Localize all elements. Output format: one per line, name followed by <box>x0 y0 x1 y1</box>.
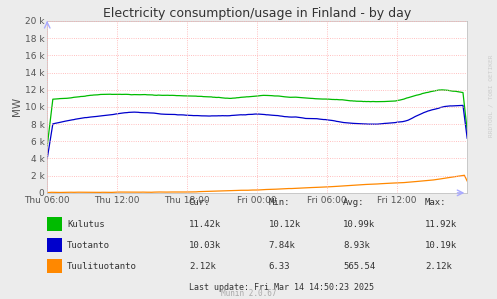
Text: 6.33: 6.33 <box>268 262 290 271</box>
Text: Tuulituotanto: Tuulituotanto <box>67 262 137 271</box>
Text: Cur:: Cur: <box>189 198 210 207</box>
Text: Tuotanto: Tuotanto <box>67 241 110 250</box>
Text: 10.12k: 10.12k <box>268 220 301 229</box>
Text: 10.99k: 10.99k <box>343 220 375 229</box>
Text: 8.93k: 8.93k <box>343 241 370 250</box>
Text: 565.54: 565.54 <box>343 262 375 271</box>
Text: 10.19k: 10.19k <box>425 241 457 250</box>
Text: Last update: Fri Mar 14 14:50:23 2025: Last update: Fri Mar 14 14:50:23 2025 <box>189 283 374 292</box>
Text: 11.42k: 11.42k <box>189 220 221 229</box>
Text: Munin 2.0.67: Munin 2.0.67 <box>221 289 276 298</box>
Title: Electricity consumption/usage in Finland - by day: Electricity consumption/usage in Finland… <box>103 7 412 20</box>
Text: RRDTOOL / TOBI OETIKER: RRDTOOL / TOBI OETIKER <box>488 54 493 137</box>
Text: 7.84k: 7.84k <box>268 241 295 250</box>
Text: 11.92k: 11.92k <box>425 220 457 229</box>
Text: 10.03k: 10.03k <box>189 241 221 250</box>
Text: Max:: Max: <box>425 198 446 207</box>
Text: Min:: Min: <box>268 198 290 207</box>
Text: Kulutus: Kulutus <box>67 220 105 229</box>
Text: Avg:: Avg: <box>343 198 364 207</box>
Y-axis label: MW: MW <box>12 97 22 116</box>
Text: 2.12k: 2.12k <box>425 262 452 271</box>
Text: 2.12k: 2.12k <box>189 262 216 271</box>
